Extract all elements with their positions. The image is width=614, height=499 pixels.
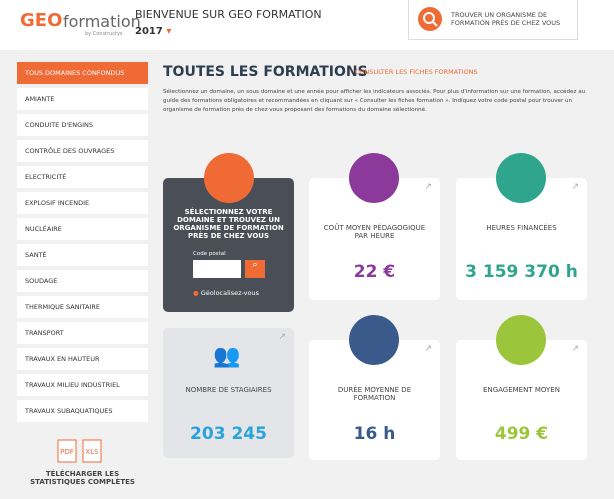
logo-name: formation bbox=[63, 12, 141, 31]
xls[interactable]: XLS bbox=[85, 448, 99, 456]
search-icon bbox=[418, 7, 442, 31]
year-select[interactable]: 2017 ▾ bbox=[135, 26, 171, 37]
domain-item[interactable]: EXPLOSIF INCENDIE bbox=[17, 192, 148, 214]
download-label[interactable]: TÉLÉCHARGER LES STATISTIQUES COMPLÈTES bbox=[30, 470, 135, 486]
indicator-card[interactable]: DURÉE MOYENNE DE FORMATION 16 h ↗ bbox=[309, 340, 440, 460]
domain-item[interactable]: CONTRÔLE DES OUVRAGES bbox=[17, 140, 148, 162]
main-title: TOUTES LES FORMATIONS bbox=[163, 64, 368, 80]
postal-label: Code postal bbox=[193, 251, 226, 257]
arrow: ↗ bbox=[278, 332, 286, 342]
indicator-icon bbox=[496, 315, 546, 365]
indicator-value: 203 245 bbox=[190, 424, 267, 444]
geolocate[interactable]: ● Géolocalisez-vous bbox=[193, 289, 260, 297]
finder-card: SÉLECTIONNEZ VOTRE DOMAINE ET TROUVEZ UN… bbox=[163, 178, 294, 312]
search-cta-text: TROUVER UN ORGANISME DE FORMATION PRÈS D… bbox=[451, 11, 561, 27]
domain-item[interactable]: CONDUITE D'ENGINS bbox=[17, 114, 148, 136]
pdf[interactable]: PDF bbox=[60, 448, 74, 456]
domain-item[interactable]: ELECTRICITÉ bbox=[17, 166, 148, 188]
domain-item[interactable]: TOUS DOMAINES CONFONDUS bbox=[17, 62, 148, 84]
indicator-value: 499 € bbox=[494, 424, 549, 444]
arrow: ↗ bbox=[424, 344, 432, 354]
fiches-link[interactable]: › CONSULTER LES FICHES FORMATIONS bbox=[350, 68, 478, 76]
indicator-label: HEURES FINANCÉES bbox=[486, 224, 557, 232]
domain-item[interactable]: TRAVAUX EN HAUTEUR bbox=[17, 348, 148, 370]
intro: Sélectionnez un domaine, un sous domaine… bbox=[163, 89, 586, 113]
arrow: ↗ bbox=[571, 182, 579, 192]
geolocate-text: Géolocalisez-vous bbox=[200, 289, 260, 297]
domain-item[interactable]: NUCLÉAIRE bbox=[17, 218, 148, 240]
indicator-value: 3 159 370 h bbox=[465, 262, 578, 282]
indicator-value: 16 h bbox=[353, 424, 396, 444]
indicator-label: COÛT MOYEN PÉDAGOGIQUE PAR HEURE bbox=[323, 224, 426, 240]
postal-submit[interactable]: ⌕ bbox=[245, 260, 265, 278]
indicator-icon bbox=[496, 153, 546, 203]
finder-title: SÉLECTIONNEZ VOTRE DOMAINE ET TROUVEZ UN… bbox=[173, 208, 284, 240]
search-cta[interactable]: TROUVER UN ORGANISME DE FORMATION PRÈS D… bbox=[408, 0, 578, 40]
arrow: ↗ bbox=[571, 344, 579, 354]
domain-item[interactable]: THERMIQUE SANITAIRE bbox=[17, 296, 148, 318]
postal-input[interactable] bbox=[193, 260, 241, 278]
arrow: ↗ bbox=[424, 182, 432, 192]
logo-brand: GEO bbox=[20, 10, 63, 31]
download-icons: PDF XLS bbox=[57, 439, 102, 463]
indicator-label: ENGAGEMENT MOYEN bbox=[483, 386, 560, 394]
indicator-icon: 👥 bbox=[213, 344, 241, 369]
caret: ▾ bbox=[166, 26, 172, 37]
indicator-icon bbox=[349, 153, 399, 203]
year: 2017 bbox=[135, 26, 163, 37]
domain-item[interactable]: SOUDAGE bbox=[17, 270, 148, 292]
welcome: BIENVENUE SUR GEO FORMATION bbox=[135, 8, 322, 21]
indicator-card[interactable]: NOMBRE DE STAGIAIRES 203 245 ↗ bbox=[163, 328, 294, 458]
domain-item[interactable]: TRAVAUX SUBAQUATIQUES bbox=[17, 400, 148, 422]
logo-by: by Constructys bbox=[85, 31, 123, 37]
indicator-label: DURÉE MOYENNE DE FORMATION bbox=[337, 386, 412, 402]
domain-item[interactable]: AMIANTE bbox=[17, 88, 148, 110]
finder-icon bbox=[204, 153, 254, 203]
domain-item[interactable]: SANTÉ bbox=[17, 244, 148, 266]
fiches-link-text: CONSULTER LES FICHES FORMATIONS bbox=[354, 68, 478, 76]
domain-item[interactable]: TRANSPORT bbox=[17, 322, 148, 344]
indicator-label: NOMBRE DE STAGIAIRES bbox=[185, 386, 272, 394]
indicator-card[interactable]: HEURES FINANCÉES 3 159 370 h ↗ bbox=[456, 178, 587, 300]
domain-item[interactable]: TRAVAUX MILIEU INDUSTRIEL bbox=[17, 374, 148, 396]
indicator-icon bbox=[349, 315, 399, 365]
indicator-value: 22 € bbox=[353, 262, 396, 282]
